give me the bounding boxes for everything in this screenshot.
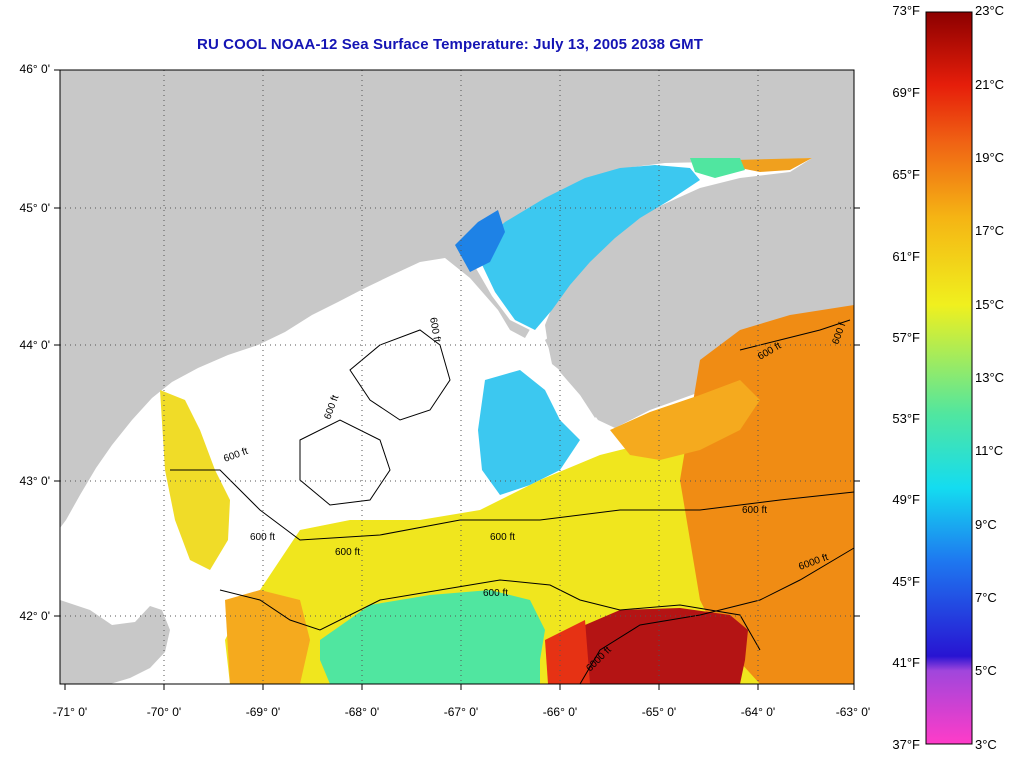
sst-western-yellow — [160, 390, 230, 570]
colorbar-c-label: 15°C — [975, 297, 1005, 312]
colorbar-f-label: 53°F — [892, 411, 920, 426]
colorbar-c-label: 11°C — [975, 443, 1004, 458]
colorbar-f-label: 61°F — [892, 249, 920, 264]
colorbar-f-label: 65°F — [892, 167, 920, 182]
lon-label: -66° 0' — [542, 705, 578, 719]
lat-label: 44° 0' — [19, 338, 50, 352]
colorbar-f-label: 69°F — [892, 85, 920, 100]
colorbar-c-label: 9°C — [975, 517, 997, 532]
land-new-brunswick — [450, 70, 854, 240]
lat-label: 45° 0' — [19, 201, 50, 215]
colorbar-c-label: 23°C — [975, 3, 1005, 18]
sst-georges-cool — [320, 590, 545, 684]
lat-label: 42° 0' — [19, 609, 50, 623]
colorbar-c-label: 21°C — [975, 77, 1005, 92]
contour-label: 600 ft — [250, 532, 275, 543]
lon-label: -68° 0' — [344, 705, 380, 719]
colorbar-c-label: 5°C — [975, 663, 997, 678]
contour-label: 600 ft — [490, 532, 515, 543]
sst-fundy-blue — [455, 210, 505, 272]
lon-label: -69° 0' — [245, 705, 281, 719]
contour-label: 600 ft — [335, 547, 360, 558]
colorbar-f-label: 41°F — [892, 655, 920, 670]
map-border — [59, 69, 855, 685]
colorbar-f-label: 37°F — [892, 737, 920, 752]
colorbar-c-label: 17°C — [975, 223, 1005, 238]
colorbar-c-label: 19°C — [975, 150, 1005, 165]
lat-label: 46° 0' — [19, 62, 50, 76]
contour-600ft-basin — [299, 419, 391, 506]
land-cape-cod — [60, 600, 170, 684]
colorbar-f-label: 73°F — [892, 3, 920, 18]
sst-fundy-green — [690, 158, 745, 178]
sst-fundy-head — [735, 158, 812, 172]
colorbar-c-label: 7°C — [975, 590, 997, 605]
lon-label: -67° 0' — [443, 705, 479, 719]
sst-gulf-stream-hot — [570, 608, 748, 684]
lon-label: -65° 0' — [641, 705, 677, 719]
sst-nova-scotia-shelf — [610, 380, 760, 460]
contour-label: 600 ft — [483, 588, 508, 599]
land-nova-scotia — [545, 232, 854, 428]
axis-ticks — [54, 69, 860, 690]
colorbar-c-label: 13°C — [975, 370, 1005, 385]
sst-channel-cool — [478, 370, 580, 495]
lat-label: 43° 0' — [19, 474, 50, 488]
lon-label: -63° 0' — [835, 705, 871, 719]
contour-label: 600 ft — [427, 317, 442, 344]
colorbar-c-label: 3°C — [975, 737, 997, 752]
contour-600ft-north — [349, 329, 451, 421]
colorbar-f-label: 57°F — [892, 330, 920, 345]
contour-600ft-georges — [219, 579, 761, 651]
colorbar-f-label: 45°F — [892, 574, 920, 589]
contour-600ft-shelf — [170, 469, 855, 541]
sst-fundy-cool — [475, 165, 700, 330]
contour-6000ft — [579, 547, 855, 685]
lon-label: -71° 0' — [52, 705, 88, 719]
sst-western-orange — [225, 590, 310, 684]
chart-title: RU COOL NOAA-12 Sea Surface Temperature:… — [197, 36, 703, 53]
lon-label: -64° 0' — [740, 705, 776, 719]
contour-label: 600 ft — [742, 505, 767, 516]
colorbar — [925, 11, 973, 745]
sst-gulf-stream-red — [545, 620, 590, 684]
lon-label: -70° 0' — [146, 705, 182, 719]
colorbar-f-label: 49°F — [892, 492, 920, 507]
